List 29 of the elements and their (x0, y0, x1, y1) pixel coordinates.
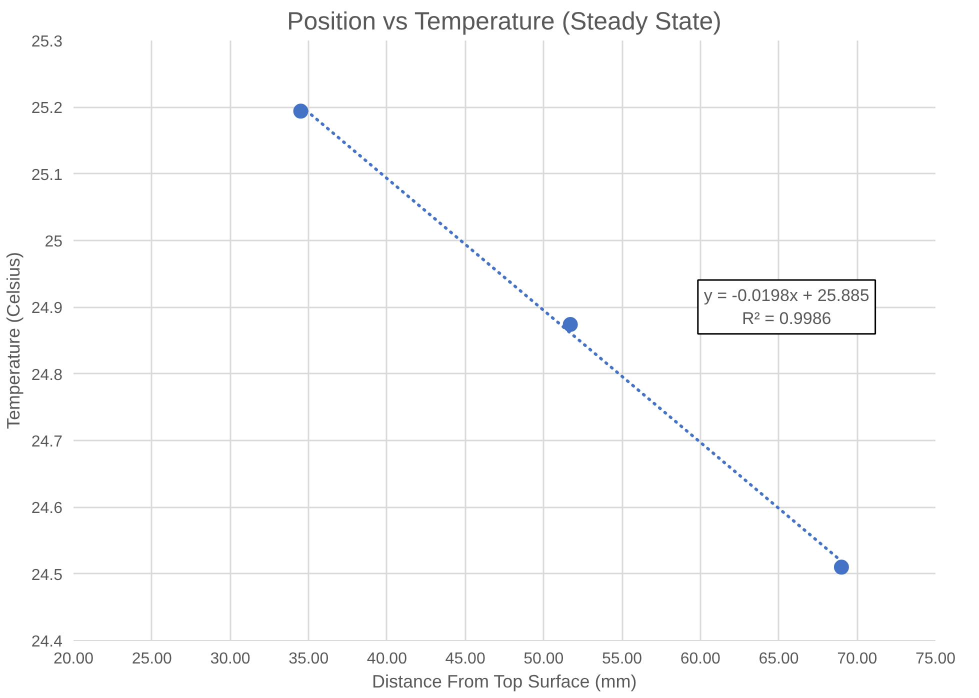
x-axis-title: Distance From Top Surface (mm) (372, 672, 637, 692)
x-tick-label: 35.00 (288, 650, 329, 668)
x-tick-label: 55.00 (602, 650, 642, 668)
y-axis-title: Temperature (Celsius) (3, 252, 24, 430)
x-tick-label: 45.00 (445, 650, 486, 668)
x-tick-label: 65.00 (758, 650, 799, 668)
y-tick-label: 25.1 (31, 166, 63, 184)
x-tick-label: 20.00 (53, 650, 94, 668)
y-tick-label: 24.6 (31, 500, 63, 518)
x-tick-label: 30.00 (210, 650, 250, 668)
y-tick-label: 25.3 (31, 34, 63, 50)
x-tick-label: 40.00 (366, 650, 408, 668)
annotation: y = -0.0198x + 25.885 (704, 286, 870, 306)
x-tick-label: 75.00 (915, 650, 956, 668)
x-tick-label: 25.00 (132, 650, 172, 668)
y-tick-label: 24.7 (31, 434, 63, 450)
x-tick-label: 50.00 (524, 650, 564, 668)
y-tick-label: 25.2 (31, 100, 63, 118)
x-tick-label: 70.00 (837, 650, 878, 668)
y-tick-label: 24.9 (31, 300, 63, 318)
y-tick-label: 25 (44, 234, 63, 250)
y-tick-label: 24.8 (31, 366, 63, 384)
x-tick-label: 60.00 (680, 650, 721, 668)
chart-title: Position vs Temperature (Steady State) (287, 8, 722, 36)
y-tick-label: 24.4 (31, 634, 63, 650)
point (562, 317, 578, 332)
point (834, 560, 849, 575)
y-tick-label: 24.5 (31, 566, 63, 584)
annotation: R² = 0.9986 (742, 308, 832, 328)
